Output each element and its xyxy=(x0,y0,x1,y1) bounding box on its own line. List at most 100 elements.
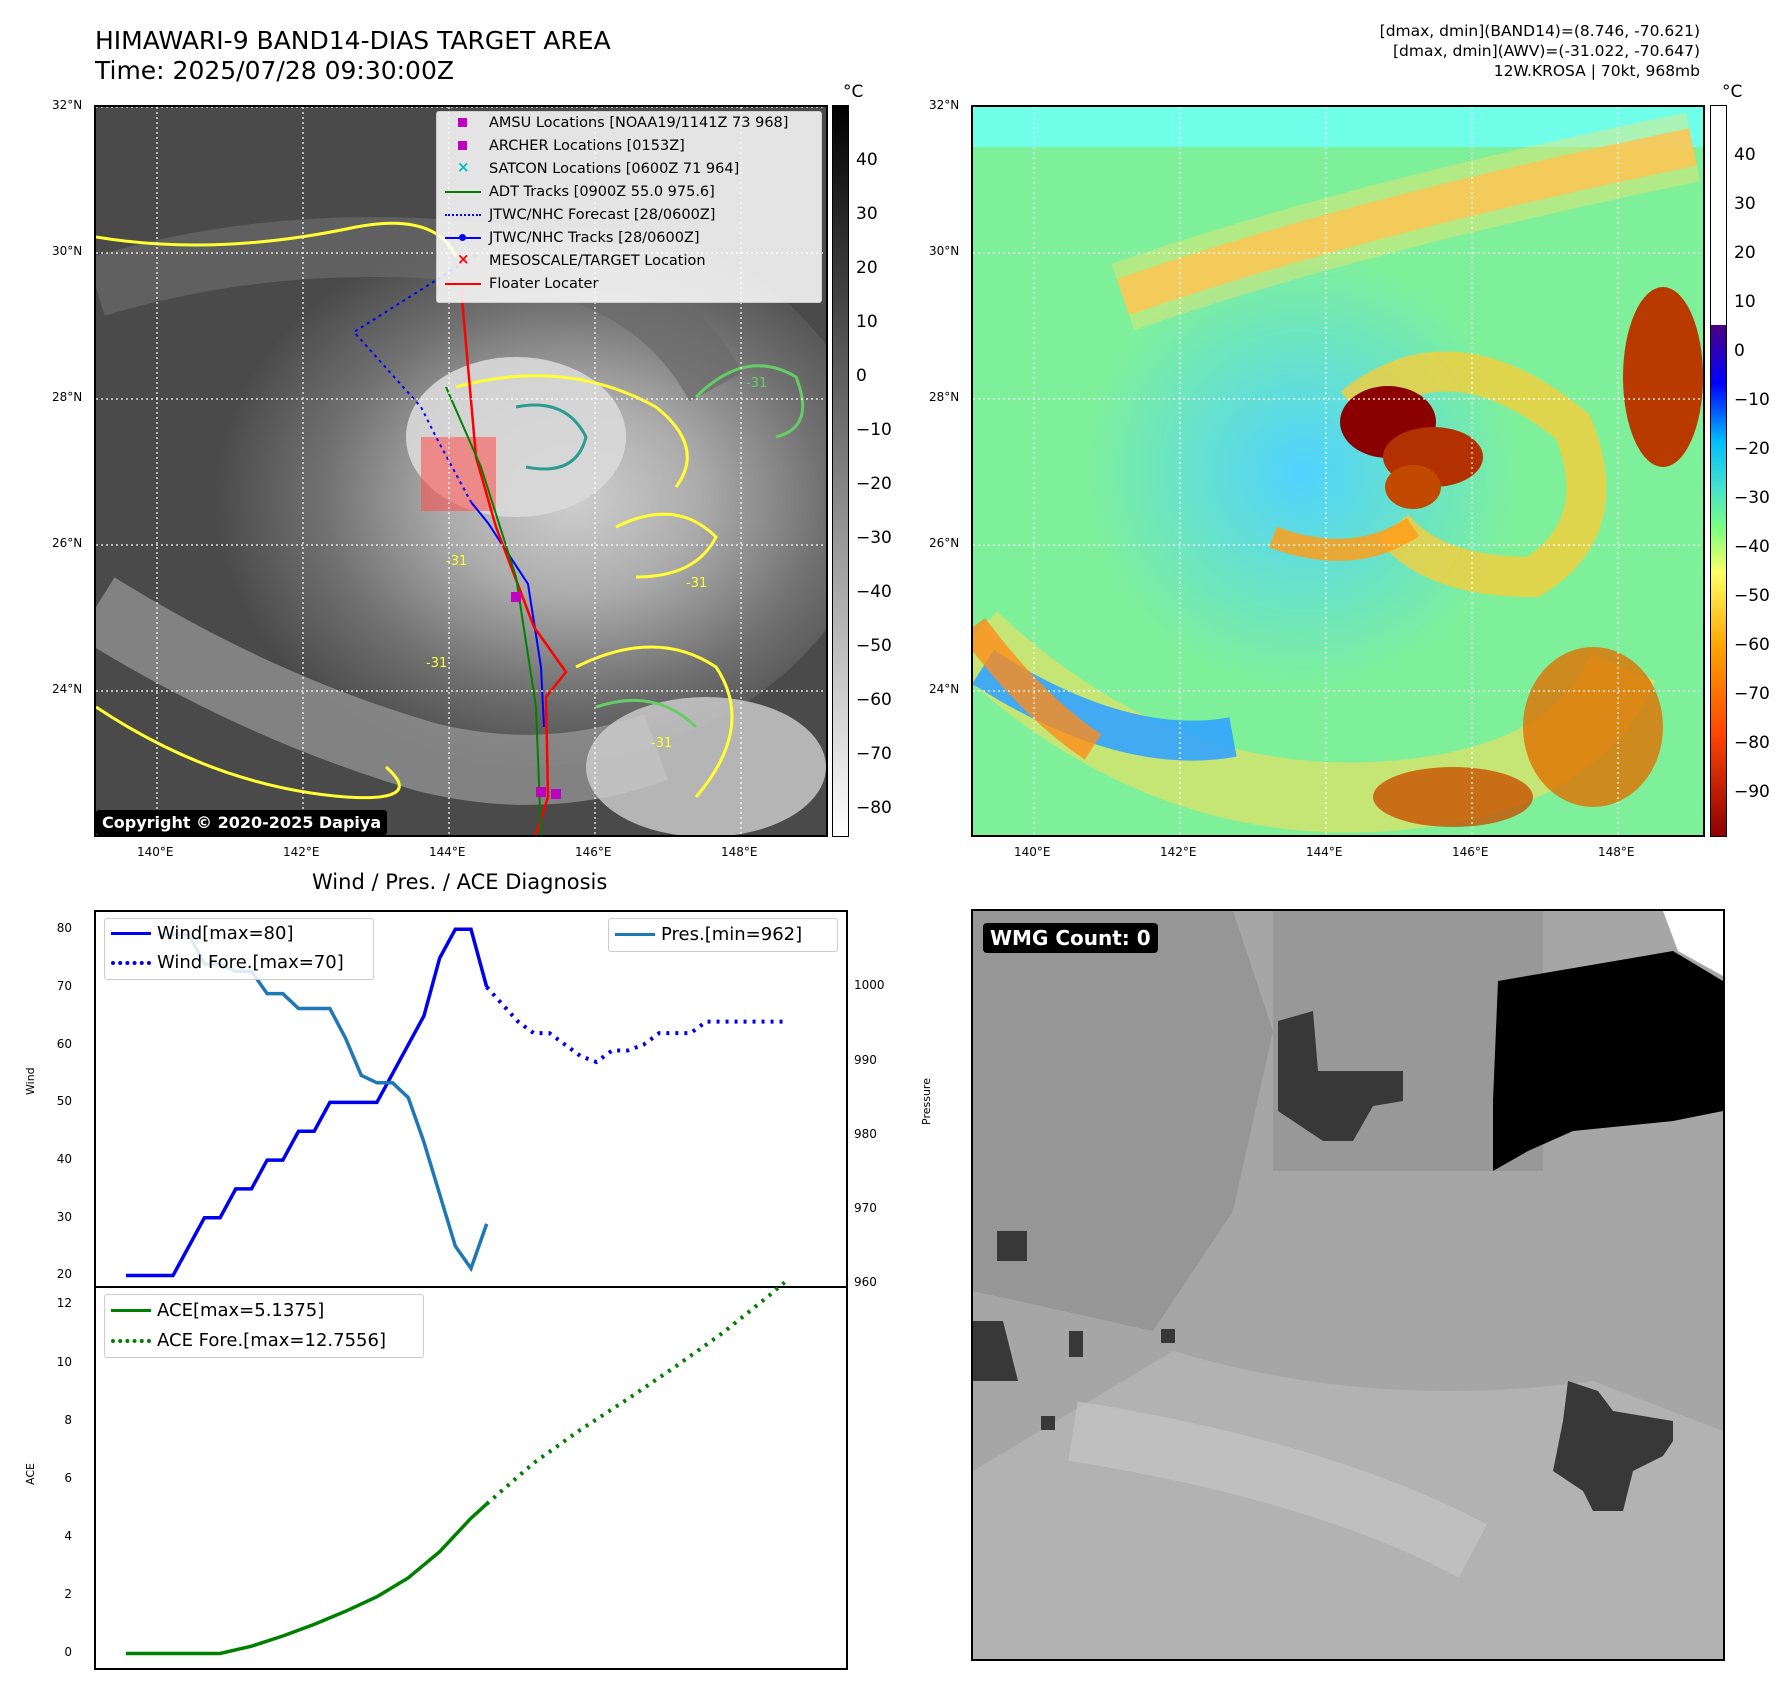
lon-label: 146°E xyxy=(575,845,612,859)
wmg-image xyxy=(973,911,1723,1659)
colorbar-tick: 20 xyxy=(1734,243,1756,263)
lat-label: 30°N xyxy=(929,244,960,258)
pressure-tick-label: 970 xyxy=(854,1201,877,1216)
colorbar-tick: −70 xyxy=(856,744,892,764)
lat-label: 24°N xyxy=(929,682,960,696)
lat-label: 28°N xyxy=(929,390,960,404)
legend-item-archer: ARCHER Locations [0153Z] xyxy=(443,135,685,157)
dotted-line-icon xyxy=(111,951,151,973)
legend-item-jtwc-forecast: JTWC/NHC Forecast [28/0600Z] xyxy=(443,204,715,226)
colorbar-tick: −30 xyxy=(856,528,892,548)
colorbar-tick: 0 xyxy=(1734,341,1745,361)
wind-tick-label: 80 xyxy=(56,921,72,936)
contour-label: -31 xyxy=(446,554,467,569)
lon-label: 146°E xyxy=(1452,845,1489,859)
pressure-tick-label: 1000 xyxy=(854,978,885,993)
lat-label: 32°N xyxy=(52,98,83,112)
pressure-tick-label: 980 xyxy=(854,1126,877,1141)
ace-axis-label: ACE xyxy=(24,1463,37,1485)
wind-tick-label: 60 xyxy=(56,1036,72,1051)
solid-line-icon xyxy=(615,923,655,945)
wind-tick-label: 30 xyxy=(56,1209,72,1224)
ace-tick-label: 0 xyxy=(64,1645,72,1660)
x-marker-icon: × xyxy=(457,158,470,176)
wind-series-line xyxy=(126,927,489,1278)
diagnosis-chart xyxy=(96,927,846,1656)
contour-label: -31 xyxy=(426,656,447,671)
lon-label: 148°E xyxy=(721,845,758,859)
legend-item-ace-forecast: ACE Fore.[max=12.7556] xyxy=(111,1329,386,1351)
colorbar-tick: −40 xyxy=(856,582,892,602)
ir-map-panel: -31 -31 -31 -31 -31 AMSU Locations [NOAA… xyxy=(94,105,828,837)
awv-map-image xyxy=(973,107,1703,835)
pressure-legend: Pres.[min=962] xyxy=(608,918,838,952)
legend-item-satcon: × SATCON Locations [0600Z 71 964] xyxy=(443,158,739,180)
map-legend: AMSU Locations [NOAA19/1141Z 73 968] ARC… xyxy=(436,111,822,303)
solid-line-icon xyxy=(111,922,151,944)
colorbar-tick: −70 xyxy=(1734,684,1770,704)
lon-label: 142°E xyxy=(283,845,320,859)
wind-legend: Wind[max=80] Wind Fore.[max=70] xyxy=(104,918,374,980)
ace-series-line xyxy=(126,1502,488,1656)
legend-item-mesoscale: × MESOSCALE/TARGET Location xyxy=(443,250,706,272)
colorbar-unit: °C xyxy=(1722,82,1743,102)
wind-tick-label: 40 xyxy=(56,1152,72,1167)
colorbar-tick: −80 xyxy=(856,798,892,818)
solid-line-icon xyxy=(111,1299,151,1321)
pressure-tick-label: 990 xyxy=(854,1052,877,1067)
diagnosis-title: Wind / Pres. / ACE Diagnosis xyxy=(312,870,608,894)
colorbar-tick: −60 xyxy=(856,690,892,710)
dotted-line-icon xyxy=(111,1329,151,1351)
wmg-count-badge: WMG Count: 0 xyxy=(983,923,1158,953)
contour-label: -31 xyxy=(686,576,707,591)
awv-map-panel xyxy=(971,105,1705,837)
colorbar-tick: 30 xyxy=(856,204,878,224)
contour-label: -31 xyxy=(651,736,672,751)
legend-item-pressure: Pres.[min=962] xyxy=(615,923,802,945)
lon-label: 148°E xyxy=(1598,845,1635,859)
colorbar-tick: −30 xyxy=(1734,488,1770,508)
lat-label: 30°N xyxy=(52,244,83,258)
colorbar-tick: −20 xyxy=(856,474,892,494)
figure-title: HIMAWARI-9 BAND14-DIAS TARGET AREA xyxy=(95,26,611,55)
colorbar-tick: −40 xyxy=(1734,537,1770,557)
ace-tick-label: 6 xyxy=(64,1470,72,1485)
info-storm-summary: 12W.KROSA | 70kt, 968mb xyxy=(1493,62,1700,80)
square-marker-icon xyxy=(443,112,483,134)
colorbar-tick: −60 xyxy=(1734,635,1770,655)
wmg-panel: WMG Count: 0 xyxy=(971,909,1725,1661)
lat-label: 32°N xyxy=(929,98,960,112)
contour-label: -31 xyxy=(746,376,767,391)
ir-colorbar xyxy=(832,105,849,837)
ace-tick-label: 8 xyxy=(64,1412,72,1427)
wind-axis-label: Wind xyxy=(24,1067,37,1095)
wind-tick-label: 20 xyxy=(56,1267,72,1282)
lon-label: 140°E xyxy=(137,845,174,859)
line-dot-icon xyxy=(443,227,483,249)
copyright-label: Copyright © 2020-2025 Dapiya xyxy=(96,810,388,835)
legend-item-adt: ADT Tracks [0900Z 55.0 975.6] xyxy=(443,181,715,203)
dotted-line-icon xyxy=(443,204,483,226)
colorbar-tick: 10 xyxy=(1734,292,1756,312)
lat-label: 28°N xyxy=(52,390,83,404)
colorbar-unit: °C xyxy=(843,82,864,102)
legend-item-floater: Floater Locater xyxy=(443,273,598,295)
lat-label: 26°N xyxy=(929,536,960,550)
colorbar-tick: 10 xyxy=(856,312,878,332)
ace-forecast-series-line xyxy=(485,1280,786,1506)
awv-colorbar xyxy=(1710,105,1727,837)
pressure-axis-label: Pressure xyxy=(920,1078,933,1125)
figure-time: Time: 2025/07/28 09:30:00Z xyxy=(95,56,454,85)
legend-item-amsu: AMSU Locations [NOAA19/1141Z 73 968] xyxy=(443,112,788,134)
ace-tick-label: 4 xyxy=(64,1529,72,1544)
ace-legend: ACE[max=5.1375] ACE Fore.[max=12.7556] xyxy=(104,1294,424,1358)
colorbar-tick: −20 xyxy=(1734,439,1770,459)
legend-item-ace: ACE[max=5.1375] xyxy=(111,1299,324,1321)
colorbar-tick: −10 xyxy=(1734,390,1770,410)
colorbar-tick: 40 xyxy=(1734,145,1756,165)
ace-tick-label: 2 xyxy=(64,1587,72,1602)
colorbar-tick: 40 xyxy=(856,150,878,170)
colorbar-tick: 0 xyxy=(856,366,867,386)
solid-line-icon xyxy=(443,181,483,203)
lat-label: 26°N xyxy=(52,536,83,550)
